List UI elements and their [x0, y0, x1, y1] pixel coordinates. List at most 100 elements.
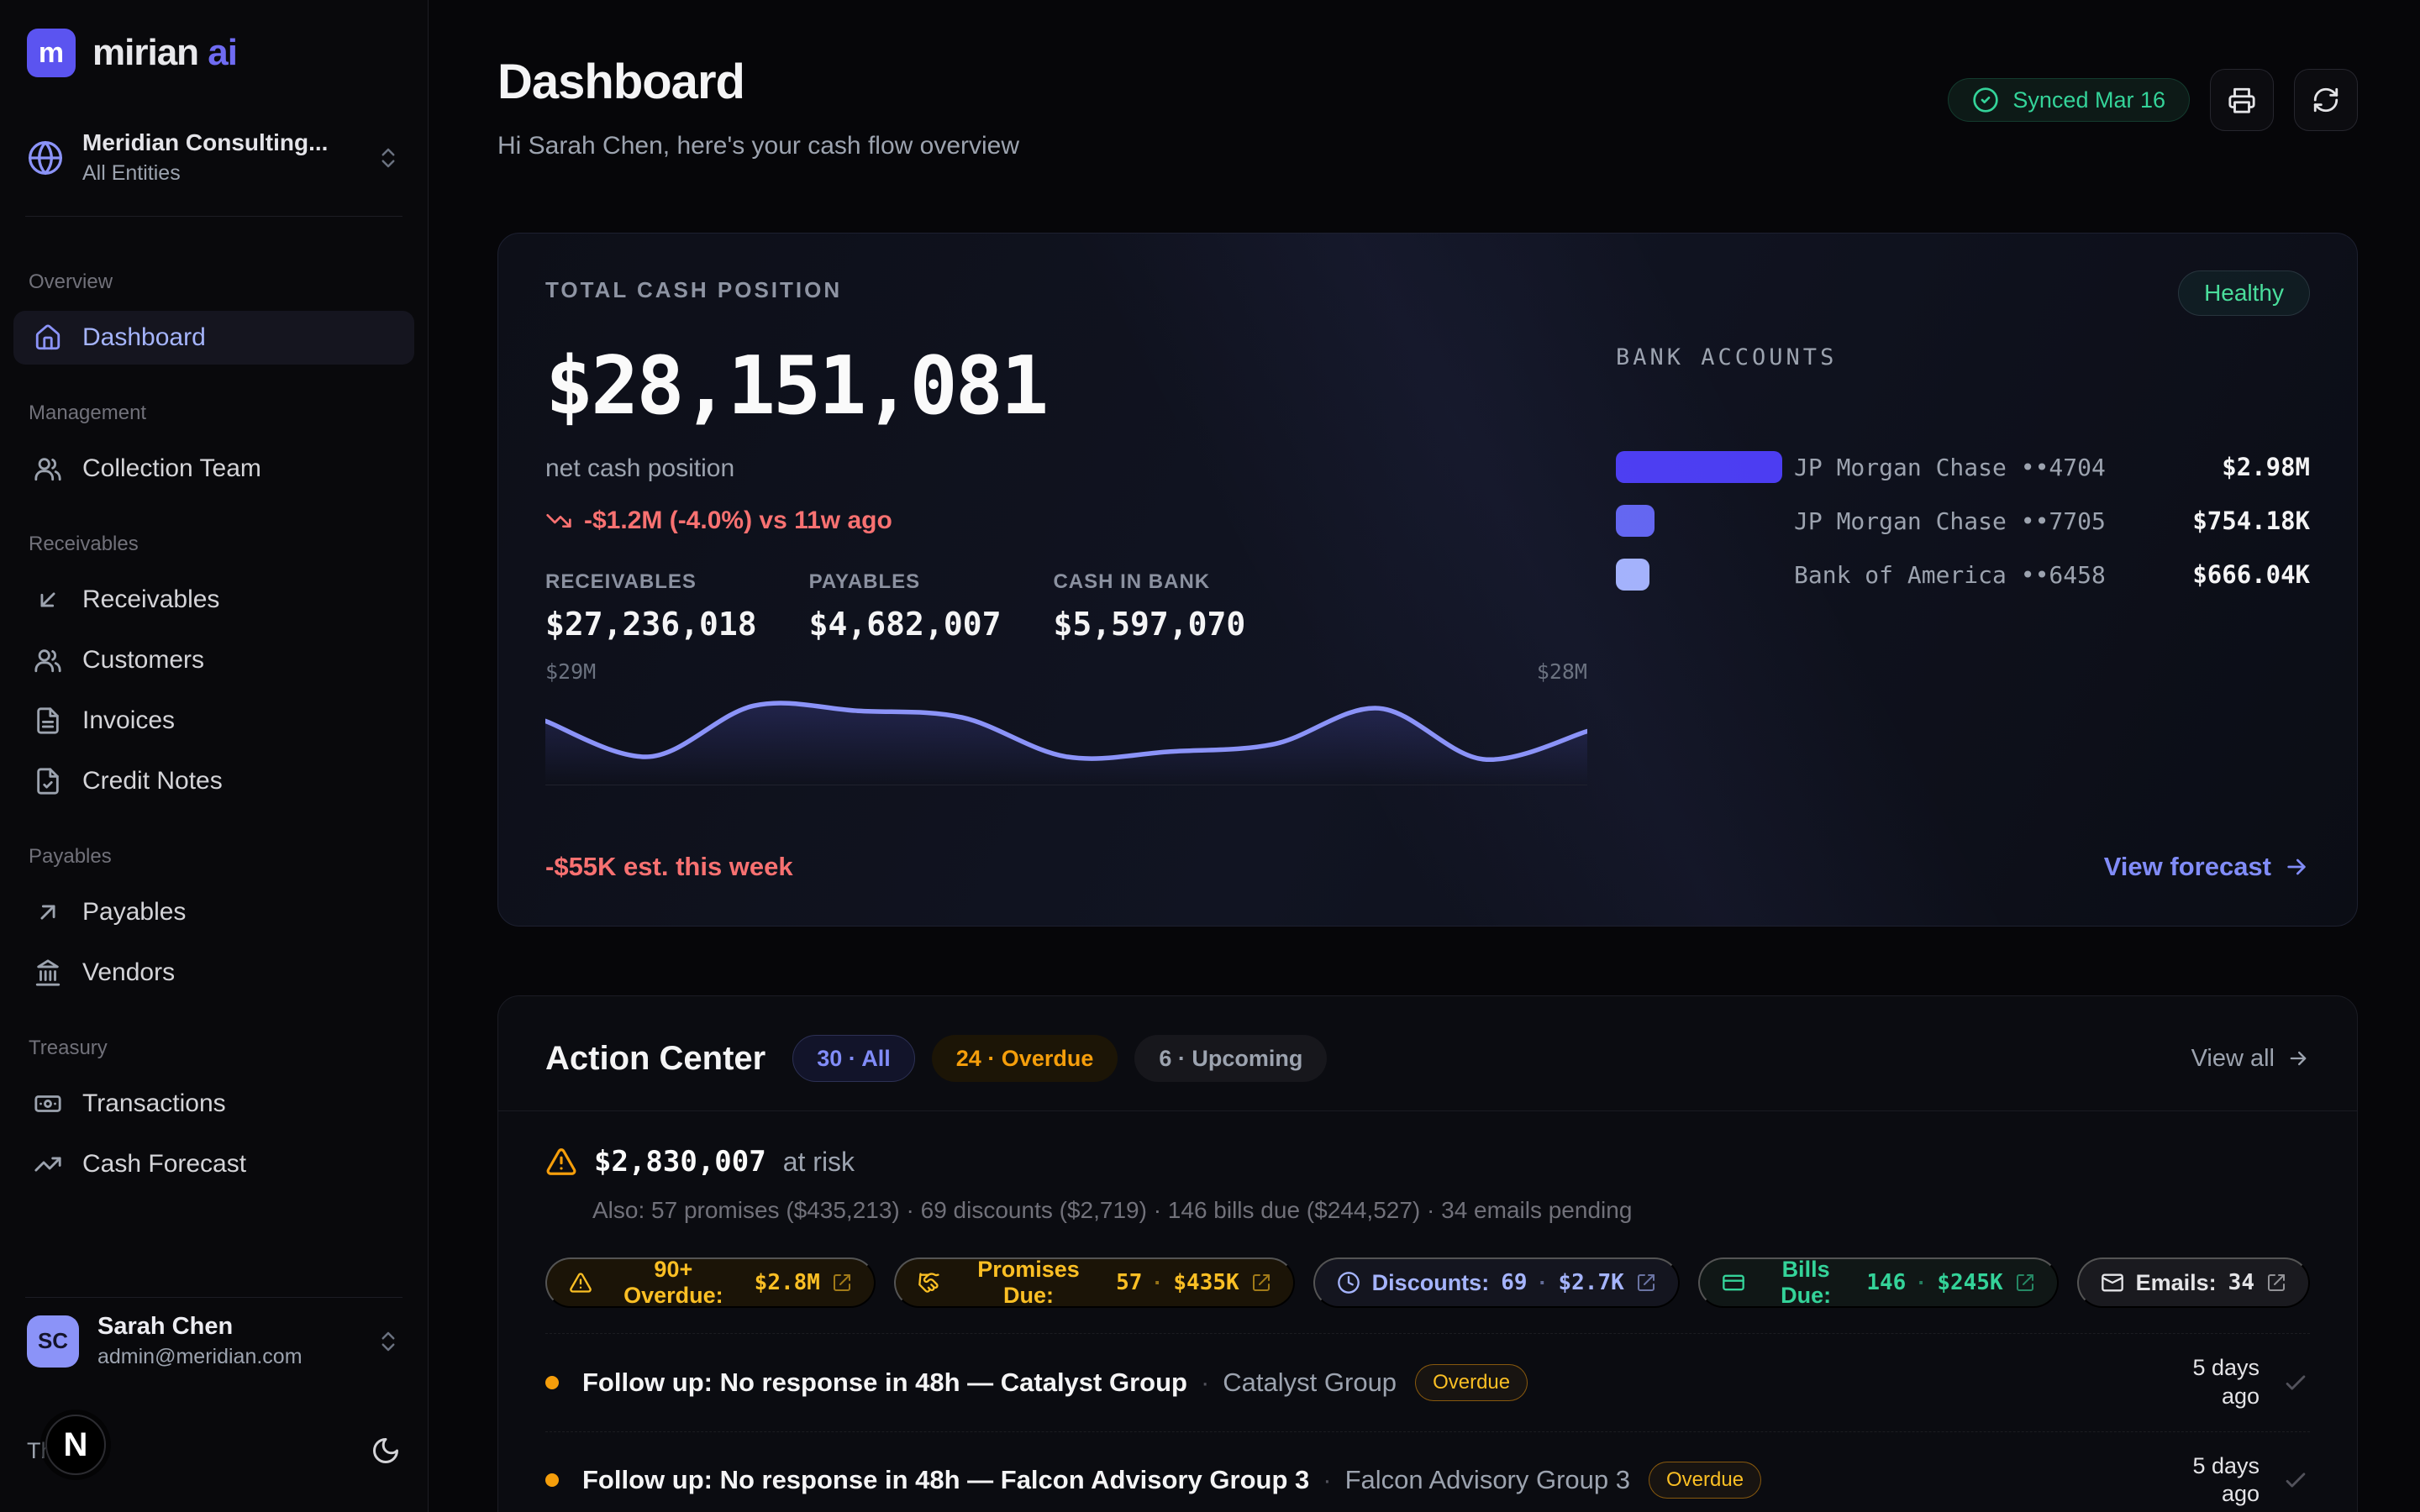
nextjs-dev-badge[interactable]: N [45, 1415, 106, 1475]
overdue-badge: Overdue [1415, 1363, 1528, 1401]
bank-account-name: JP Morgan Chase ••7705 [1794, 507, 2106, 535]
bank-account-value: $2.98M [2222, 453, 2310, 481]
mark-done-check-icon[interactable] [2281, 1368, 2310, 1397]
entity-selector[interactable]: Meridian Consulting... All Entities [13, 121, 414, 194]
avatar: SC [27, 1315, 79, 1368]
stat-label: CASH IN BANK [1053, 570, 1211, 593]
warning-triangle-icon [569, 1271, 592, 1294]
bank-account-row[interactable]: JP Morgan Chase ••4704 $2.98M [1616, 451, 2310, 483]
page-subtitle: Hi Sarah Chen, here's your cash flow ove… [497, 132, 1020, 160]
sidebar-item-label: Payables [82, 898, 187, 926]
chip-label: Discounts: [1371, 1269, 1490, 1295]
entity-name: Meridian Consulting... [82, 129, 329, 155]
chip-value2: $245K [1937, 1270, 2003, 1295]
chip-90-overdue[interactable]: 90+ Overdue: $2.8M [545, 1257, 876, 1308]
filter-overdue[interactable]: 24 · Overdue [931, 1035, 1118, 1082]
sidebar-item-vendors[interactable]: Vendors [13, 946, 414, 1000]
theme-toggle-moon-icon[interactable] [371, 1436, 401, 1466]
arrow-down-left-icon [34, 585, 62, 614]
total-cash-caption: net cash position [545, 454, 735, 482]
action-item-company: Catalyst Group [1223, 1367, 1397, 1397]
chip-label: Bills Due: [1781, 1257, 1832, 1308]
stat-label: PAYABLES [808, 570, 921, 593]
filter-upcoming[interactable]: 6 · Upcoming [1134, 1035, 1328, 1082]
chip-discounts[interactable]: Discounts: 69 · $2.7K [1313, 1257, 1680, 1308]
sidebar-item-payables[interactable]: Payables [13, 885, 414, 939]
globe-icon [27, 139, 64, 176]
cash-delta: -$1.2M (-4.0%) vs 11w ago [545, 507, 1587, 535]
chip-separator: · [1539, 1269, 1547, 1295]
synced-status-badge: Synced Mar 16 [1948, 78, 2190, 122]
refresh-icon [2312, 86, 2340, 114]
chip-bills-due[interactable]: Bills Due: 146 · $245K [1697, 1257, 2059, 1308]
view-forecast-link[interactable]: View forecast [2104, 852, 2310, 882]
refresh-button[interactable] [2294, 69, 2358, 131]
chip-separator: · [1918, 1269, 1926, 1295]
risk-detail: Also: 57 promises ($435,213) · 69 discou… [592, 1197, 1633, 1223]
user-email: admin@meridian.com [97, 1345, 302, 1368]
sidebar-item-label: Credit Notes [82, 767, 223, 795]
chip-emails[interactable]: Emails: 34 [2076, 1257, 2310, 1308]
bank-account-row[interactable]: JP Morgan Chase ••7705 $754.18K [1616, 505, 2310, 537]
stat-cash-in-bank: CASH IN BANK $5,597,070 [1053, 570, 1245, 643]
file-text-icon [34, 706, 62, 735]
view-all-label: View all [2191, 1044, 2275, 1072]
view-all-link[interactable]: View all [2191, 1045, 2310, 1073]
sidebar-item-label: Receivables [82, 585, 220, 613]
user-name: Sarah Chen [97, 1313, 234, 1340]
action-item-row[interactable]: Follow up: No response in 48h — Catalyst… [545, 1333, 2310, 1431]
nav-section-management: Management [29, 402, 147, 424]
chip-promises-due[interactable]: Promises Due: 57 · $435K [893, 1257, 1295, 1308]
action-item-title: Follow up: No response in 48h — Catalyst… [582, 1367, 1187, 1397]
arrow-right-icon [2283, 853, 2310, 880]
stat-label: RECEIVABLES [545, 570, 697, 593]
external-link-icon [1251, 1273, 1271, 1293]
bank-account-row[interactable]: Bank of America ••6458 $666.04K [1616, 559, 2310, 591]
warning-triangle-icon [545, 1146, 577, 1178]
external-link-icon [832, 1273, 852, 1293]
week-estimate: -$55K est. this week [545, 852, 793, 881]
house-icon [34, 323, 62, 352]
print-button[interactable] [2210, 69, 2274, 131]
user-profile[interactable]: SC Sarah Chen admin@meridian.com [13, 1298, 414, 1384]
chip-label: 90+ Overdue: [623, 1257, 723, 1308]
banknote-icon [34, 1089, 62, 1118]
sidebar-item-receivables[interactable]: Receivables [13, 573, 414, 627]
sidebar-divider [25, 216, 402, 217]
clock-icon [1337, 1271, 1360, 1294]
total-cash-value: $28,151,081 [545, 340, 1049, 433]
sidebar-item-invoices[interactable]: Invoices [13, 694, 414, 748]
sidebar-item-collection-team[interactable]: Collection Team [13, 442, 414, 496]
overdue-badge: Overdue [1649, 1462, 1762, 1499]
page-title: Dashboard [497, 55, 745, 109]
sidebar-item-cash-forecast[interactable]: Cash Forecast [13, 1137, 414, 1191]
action-item-time: 5 days ago [2192, 1355, 2260, 1409]
action-center-title: Action Center [545, 1039, 766, 1077]
external-link-icon [2015, 1273, 2035, 1293]
sidebar-nav: Overview Dashboard Management Collection… [13, 234, 414, 1198]
sidebar-item-dashboard[interactable]: Dashboard [13, 311, 414, 365]
arrow-right-icon [2286, 1047, 2310, 1070]
main-content: Dashboard Hi Sarah Chen, here's your cas… [429, 0, 2420, 1512]
chip-value2: $2.7K [1558, 1270, 1624, 1295]
file-check-icon [34, 767, 62, 795]
sidebar-item-customers[interactable]: Customers [13, 633, 414, 687]
brand-name: mirian ai [92, 32, 238, 74]
health-status-badge: Healthy [2178, 270, 2310, 316]
mark-done-check-icon[interactable] [2281, 1466, 2310, 1494]
chip-label: Promises Due: [977, 1257, 1080, 1308]
stat-payables: PAYABLES $4,682,007 [809, 570, 1002, 643]
brand-logo: m mirian ai [13, 29, 414, 77]
sidebar-item-credit-notes[interactable]: Credit Notes [13, 754, 414, 808]
sidebar-item-transactions[interactable]: Transactions [13, 1077, 414, 1131]
sidebar-item-label: Customers [82, 646, 205, 674]
action-item-row[interactable]: Follow up: No response in 48h — Falcon A… [545, 1431, 2310, 1512]
bank-account-name: JP Morgan Chase ••4704 [1794, 453, 2106, 481]
bank-account-value: $754.18K [2192, 507, 2310, 535]
arrow-up-right-icon [34, 898, 62, 927]
chip-value: 57 [1116, 1270, 1143, 1295]
filter-all[interactable]: 30 · All [792, 1035, 915, 1082]
users-icon [34, 646, 62, 675]
mail-icon [2101, 1271, 2124, 1294]
landmark-icon [34, 958, 62, 987]
